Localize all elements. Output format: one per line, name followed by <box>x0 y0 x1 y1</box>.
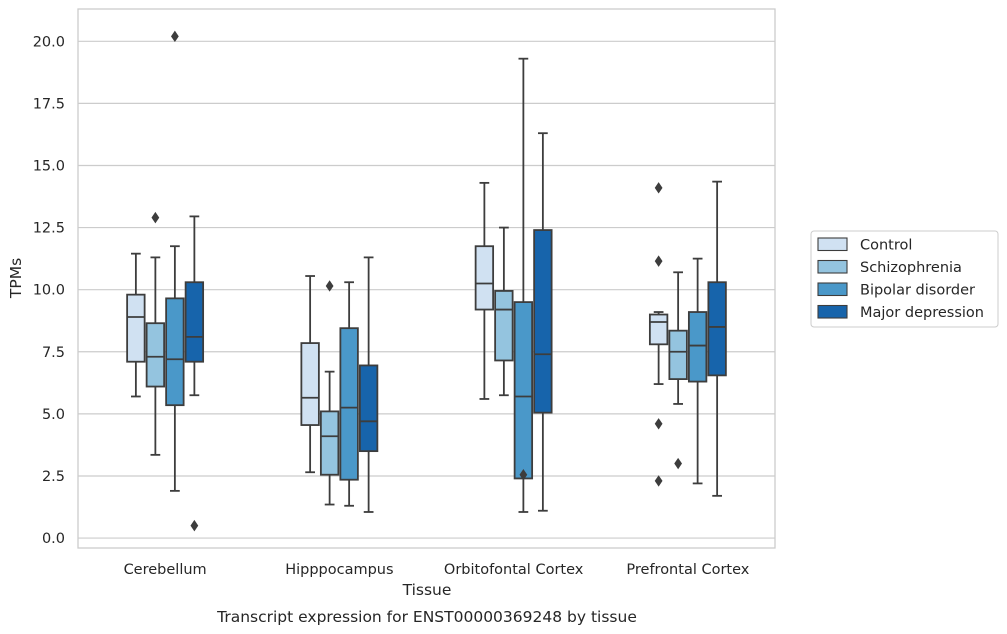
interquartile-box <box>300 342 320 426</box>
x-axis-ticks: Cerebellum Hipppocampus Orbitofontal Corte… <box>124 562 750 578</box>
interquartile-box <box>474 245 495 311</box>
legend-label: Major depression <box>860 305 984 321</box>
box-plot-item <box>339 281 359 507</box>
legend-frame <box>810 230 999 328</box>
legend-label: Schizophrenia <box>860 260 962 276</box>
box-plot-item <box>358 256 379 513</box>
y-tick-label: 15.0 <box>33 158 65 174</box>
interquartile-box <box>145 322 166 388</box>
legend-swatch <box>817 304 848 319</box>
interquartile-box <box>687 311 708 383</box>
y-tick-label: 20.0 <box>33 34 65 50</box>
box-plot-item <box>184 215 205 532</box>
box-plot-item <box>648 182 669 487</box>
x-tick-label: Orbitofontal Cortex <box>444 562 584 578</box>
box-plot-item <box>300 275 320 474</box>
series-group <box>184 132 727 532</box>
box-plot-item <box>474 181 495 400</box>
outlier-point <box>325 280 334 292</box>
y-tick-label: 5.0 <box>42 407 65 423</box>
box-plot-item <box>494 226 514 397</box>
y-tick-label: 7.5 <box>42 345 65 361</box>
legend: Control Schizophrenia Bipolar disorder Majo… <box>810 230 999 328</box>
series-group <box>126 181 669 487</box>
y-axis-ticks: 0.0 2.5 5.0 7.5 10.0 12.5 15.0 17.5 20.0 <box>33 34 65 547</box>
box-plot-item <box>513 57 534 513</box>
y-tick-label: 2.5 <box>42 469 65 485</box>
outlier-point <box>151 211 160 224</box>
x-axis-label: Tissue <box>402 581 452 599</box>
legend-item: Major depression <box>817 304 984 321</box>
outlier-point <box>654 475 663 487</box>
box-plot-item <box>533 132 553 512</box>
y-tick-label: 17.5 <box>33 96 65 112</box>
interquartile-box <box>494 290 514 362</box>
legend-label: Control <box>860 238 912 254</box>
outlier-point <box>674 457 683 470</box>
outlier-point <box>654 182 663 194</box>
series-group <box>165 30 708 513</box>
interquartile-box <box>513 301 534 480</box>
outlier-point <box>654 418 663 430</box>
x-tick-label: Cerebellum <box>124 562 207 578</box>
box-plot-item <box>319 280 340 506</box>
interquartile-box <box>668 329 688 380</box>
box-plot-item <box>145 211 166 456</box>
interquartile-box <box>184 281 205 363</box>
legend-item: Control <box>817 237 912 254</box>
box-plot-item <box>165 30 185 492</box>
outlier-point <box>654 255 663 267</box>
chart-caption: Transcript expression for ENST0000036924… <box>216 608 637 626</box>
outlier-point <box>519 469 528 481</box>
interquartile-box <box>165 297 185 407</box>
interquartile-box <box>648 313 669 346</box>
box-plot-item <box>687 257 708 485</box>
box-plot-item <box>707 180 727 497</box>
interquartile-box <box>707 281 727 377</box>
y-gridlines <box>78 40 775 539</box>
interquartile-box <box>339 327 359 481</box>
x-tick-label: Hipppocampus <box>285 562 393 578</box>
legend-swatch <box>817 237 848 252</box>
legend-swatch <box>817 259 848 274</box>
legend-swatch <box>817 282 848 297</box>
interquartile-box <box>358 364 379 453</box>
legend-item: Bipolar disorder <box>817 282 975 299</box>
box-plot-series <box>126 30 727 532</box>
outlier-point <box>170 30 179 43</box>
legend-item: Schizophrenia <box>817 259 962 276</box>
interquartile-box <box>533 229 553 414</box>
series-group <box>145 211 688 506</box>
y-tick-label: 10.0 <box>33 283 65 299</box>
x-tick-label: Prefrontal Cortex <box>626 562 749 578</box>
legend-label: Bipolar disorder <box>860 283 975 299</box>
y-axis-label: TPMs <box>7 258 25 299</box>
y-tick-label: 12.5 <box>33 221 65 237</box>
box-plot-item <box>126 252 146 398</box>
outlier-point <box>190 519 199 532</box>
plot-area-frame <box>77 8 776 549</box>
y-tick-label: 0.0 <box>42 531 65 547</box>
interquartile-box <box>126 293 146 363</box>
box-plot-item <box>668 271 688 470</box>
interquartile-box <box>319 410 340 476</box>
